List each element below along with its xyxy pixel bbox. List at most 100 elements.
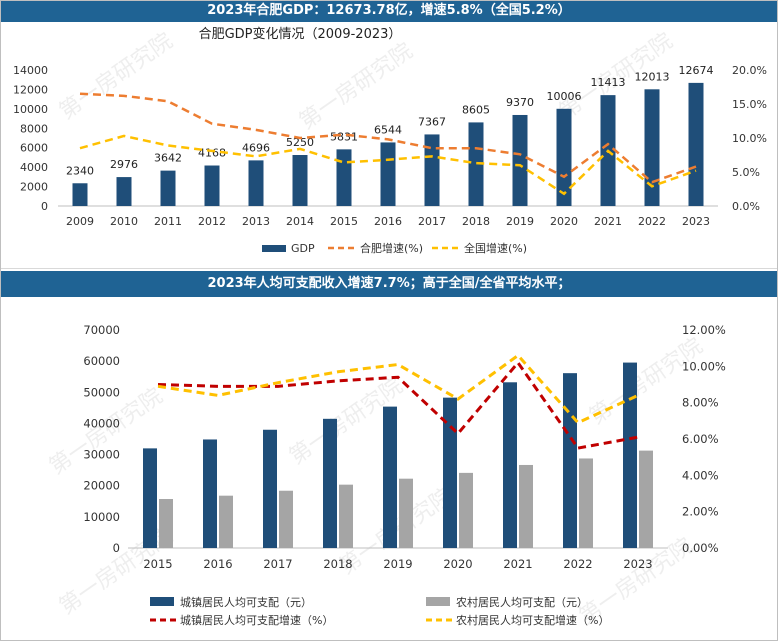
- y-tick-label: 14000: [13, 64, 48, 77]
- gdp-data-label: 2340: [66, 164, 94, 177]
- y2-tick-label: 8.00%: [682, 396, 719, 410]
- income-chart: 第一房研究院第一房研究院第一房研究院第一房研究院第一房研究院第一房研究院0100…: [45, 323, 726, 630]
- urban-income-bar: [203, 439, 217, 548]
- gdp-bar: [512, 114, 528, 206]
- y-tick-label: 0: [113, 541, 120, 555]
- y-tick-label: 70000: [83, 323, 120, 337]
- x-tick-label: 2023: [623, 557, 652, 571]
- x-tick-label: 2020: [550, 215, 578, 228]
- gdp-data-label: 2976: [110, 158, 138, 171]
- rural-income-bar: [219, 495, 233, 548]
- urban-income-bar: [623, 362, 637, 548]
- legend-label-rural-income: 农村居民人均可支配（元）: [456, 595, 588, 609]
- gdp-bar: [688, 82, 704, 206]
- gdp-data-label: 5831: [330, 130, 358, 143]
- legend-label-hefei: 合肥增速(%): [360, 241, 423, 255]
- gdp-bar: [424, 134, 440, 206]
- x-tick-label: 2019: [383, 557, 412, 571]
- x-tick-label: 2022: [563, 557, 592, 571]
- gdp-data-label: 6544: [374, 123, 402, 136]
- y-tick-label: 12000: [13, 83, 48, 96]
- gdp-bar: [468, 122, 484, 206]
- y-tick-label: 10000: [83, 510, 120, 524]
- y2-tick-label: 15.0%: [732, 98, 767, 111]
- gdp-bar: [644, 89, 660, 206]
- y2-tick-label: 20.0%: [732, 64, 767, 77]
- gdp-data-label: 5250: [286, 136, 314, 149]
- urban-income-bar: [383, 406, 397, 548]
- gdp-bar: [72, 183, 88, 206]
- watermark-text: 第一房研究院: [55, 29, 177, 125]
- y2-tick-label: 2.00%: [682, 505, 719, 519]
- section-divider: [0, 268, 778, 272]
- y-tick-label: 2000: [20, 181, 48, 194]
- rural-income-bar: [339, 484, 353, 548]
- gdp-data-label: 7367: [418, 115, 446, 128]
- gdp-bar: [204, 165, 220, 206]
- x-tick-label: 2018: [462, 215, 490, 228]
- x-tick-label: 2013: [242, 215, 270, 228]
- gdp-data-label: 4696: [242, 141, 270, 154]
- gdp-bar: [248, 160, 264, 206]
- hefei-growth-line: [79, 92, 697, 184]
- y2-tick-label: 12.00%: [682, 323, 726, 337]
- gdp-data-label: 4168: [198, 147, 226, 160]
- y2-tick-label: 0.00%: [682, 541, 719, 555]
- legend-label-gdp: GDP: [291, 242, 315, 255]
- x-tick-label: 2015: [143, 557, 172, 571]
- x-tick-label: 2021: [503, 557, 532, 571]
- gdp-data-label: 3642: [154, 152, 182, 165]
- legend-label-rural-growth: 农村居民人均可支配增速（%）: [456, 613, 609, 627]
- x-tick-label: 2017: [263, 557, 292, 571]
- chart1-title: 合肥GDP变化情况（2009-2023）: [199, 26, 402, 42]
- x-tick-label: 2009: [66, 215, 94, 228]
- x-tick-label: 2019: [506, 215, 534, 228]
- urban-income-bar: [263, 429, 277, 548]
- rural-income-bar: [459, 472, 473, 548]
- watermark-text: 第一房研究院: [295, 39, 417, 135]
- gdp-data-label: 9370: [506, 96, 534, 109]
- x-tick-label: 2022: [638, 215, 666, 228]
- urban-income-bar: [143, 448, 157, 548]
- legend-label-urban-income: 城镇居民人均可支配（元）: [180, 595, 312, 609]
- y2-tick-label: 5.0%: [732, 166, 760, 179]
- rural-growth-line: [157, 353, 639, 425]
- gdp-data-label: 10006: [547, 90, 582, 103]
- y-tick-label: 50000: [83, 385, 120, 399]
- x-tick-label: 2016: [374, 215, 402, 228]
- y-tick-label: 10000: [13, 103, 48, 116]
- y2-tick-label: 10.0%: [732, 132, 767, 145]
- urban-income-bar: [503, 382, 517, 548]
- x-tick-label: 2010: [110, 215, 138, 228]
- rural-income-bar: [279, 490, 293, 548]
- rural-income-bar: [639, 450, 653, 548]
- gdp-bar: [160, 170, 176, 206]
- y-tick-label: 8000: [20, 122, 48, 135]
- gdp-data-label: 11413: [591, 76, 626, 89]
- x-tick-label: 2011: [154, 215, 182, 228]
- y2-tick-label: 10.00%: [682, 359, 726, 373]
- gdp-bar: [556, 108, 572, 206]
- x-tick-label: 2020: [443, 557, 472, 571]
- national-growth-line: [79, 134, 697, 196]
- legend-label-urban-growth: 城镇居民人均可支配增速（%）: [180, 613, 333, 627]
- x-tick-label: 2021: [594, 215, 622, 228]
- y-tick-label: 40000: [83, 416, 120, 430]
- x-tick-label: 2023: [682, 215, 710, 228]
- legend-swatch-gdp: [262, 245, 286, 252]
- legend-swatch-rural-income: [426, 597, 450, 606]
- y-tick-label: 0: [41, 200, 48, 213]
- gdp-bar: [380, 142, 396, 206]
- x-tick-label: 2014: [286, 215, 314, 228]
- y-tick-label: 6000: [20, 142, 48, 155]
- legend-swatch-urban-income: [150, 597, 174, 606]
- gdp-bar: [116, 177, 132, 206]
- gdp-chart: 第一房研究院 第一房研究院 第一房研究院合肥GDP变化情况（2009-2023）02…: [13, 26, 767, 255]
- urban-growth-line: [157, 360, 639, 450]
- rural-income-bar: [399, 478, 413, 548]
- x-tick-label: 2018: [323, 557, 352, 571]
- rural-income-bar: [159, 499, 173, 548]
- y-tick-label: 30000: [83, 448, 120, 462]
- rural-income-bar: [519, 464, 533, 548]
